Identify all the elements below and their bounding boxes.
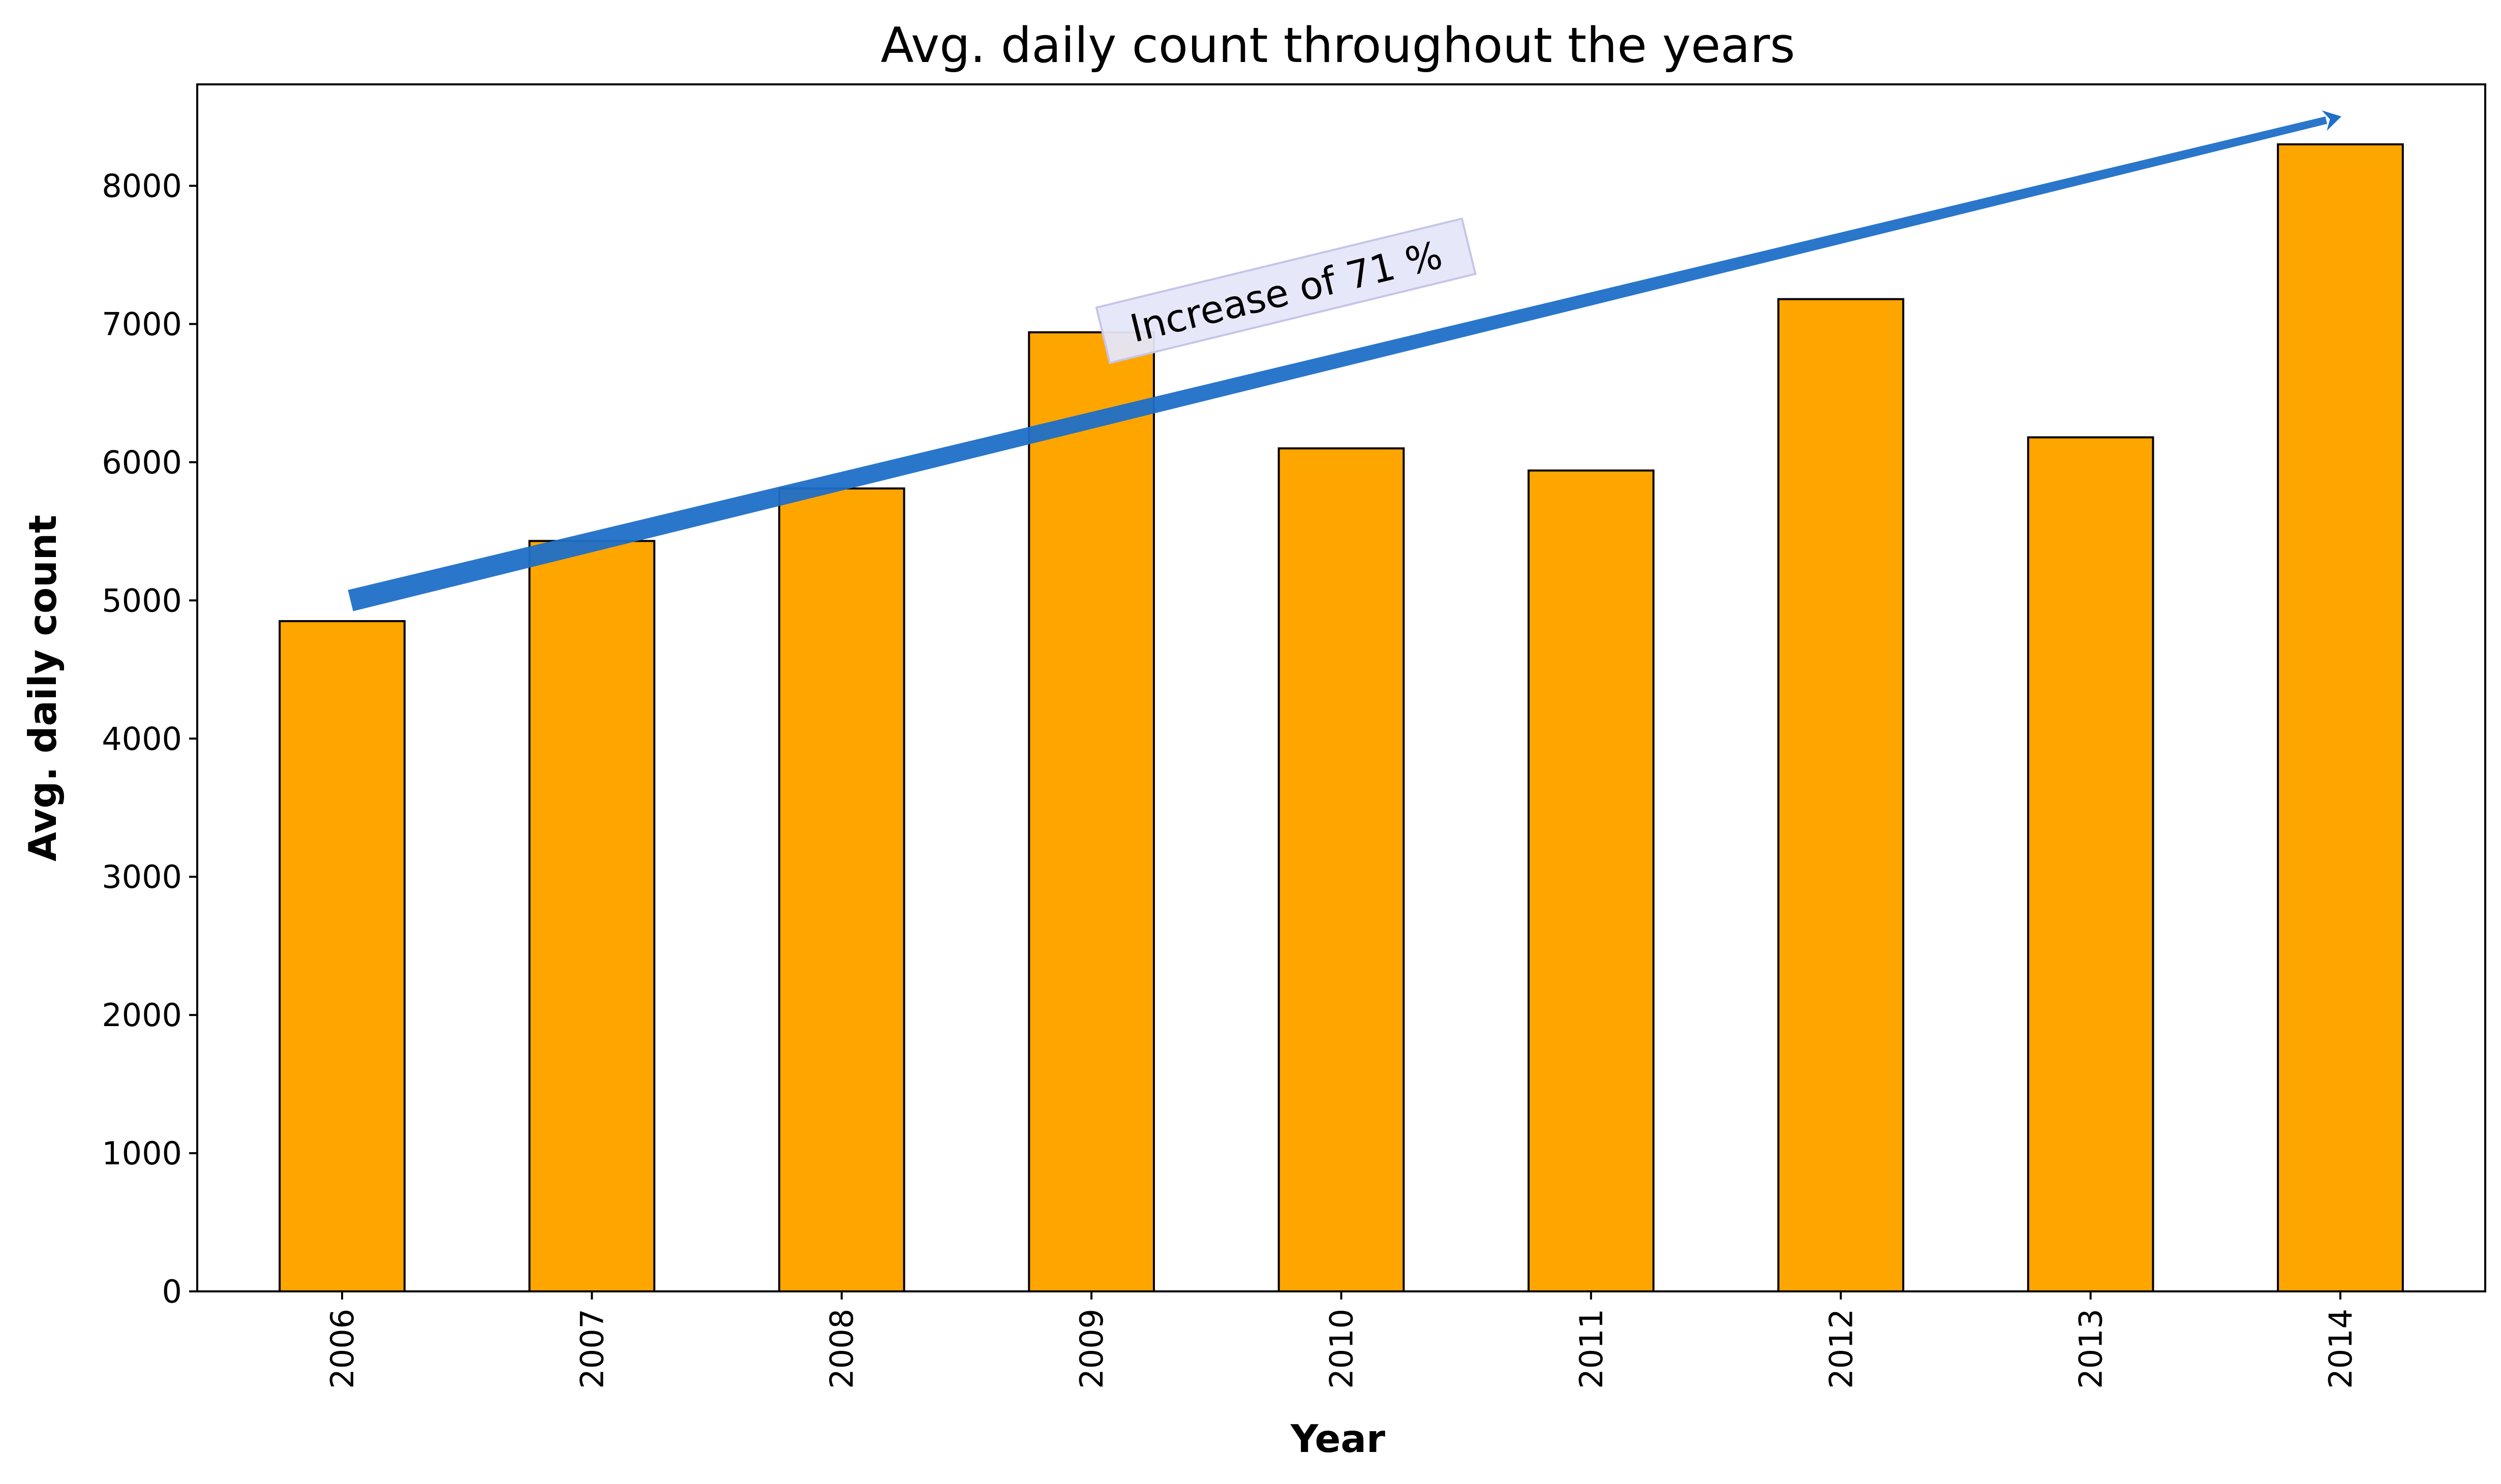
- x-tick-label: 2014: [2322, 1309, 2359, 1389]
- x-tick-label: 2010: [1323, 1309, 1360, 1389]
- x-axis-label: Year: [1290, 1416, 1385, 1461]
- x-tick-label: 2007: [573, 1309, 611, 1389]
- bar-2009: [1028, 331, 1155, 1293]
- y-tick-label: 1000: [102, 1135, 182, 1172]
- y-tick-label: 8000: [102, 168, 182, 205]
- y-tick-label: 7000: [102, 306, 182, 343]
- y-tick-label: 6000: [102, 444, 182, 481]
- bar-2008: [778, 487, 905, 1292]
- bars: [279, 143, 2404, 1293]
- x-axis-ticks: 2006 2007 2008 2009 2010 2011 2012 2013 2014: [324, 1291, 2359, 1389]
- bar-2006: [279, 620, 406, 1292]
- x-tick-label: 2012: [1822, 1309, 1859, 1389]
- y-tick-label: 5000: [102, 582, 182, 619]
- bar-2010: [1277, 447, 1405, 1292]
- increase-arrow-shaft: [348, 116, 2328, 611]
- chart-title: Avg. daily count throughout the years: [881, 18, 1795, 74]
- y-axis-label: Avg. daily count: [20, 515, 65, 861]
- bar-2014: [2277, 143, 2404, 1292]
- bar-2007: [528, 540, 656, 1292]
- bar-2012: [1777, 298, 1905, 1292]
- bar-2011: [1528, 469, 1655, 1292]
- x-tick-label: 2009: [1073, 1309, 1110, 1389]
- y-tick-label: 4000: [102, 720, 182, 757]
- y-tick-label: 2000: [102, 997, 182, 1034]
- bar-2013: [2027, 436, 2154, 1292]
- x-tick-label: 2006: [324, 1309, 361, 1389]
- y-tick-label: 0: [162, 1273, 182, 1310]
- x-tick-label: 2008: [824, 1309, 861, 1389]
- increase-arrow-head: [2322, 110, 2341, 131]
- x-tick-label: 2011: [1573, 1309, 1610, 1389]
- x-tick-label: 2013: [2072, 1309, 2110, 1389]
- increase-label-box: [1095, 217, 1477, 364]
- y-axis-ticks: 0 1000 2000 3000 4000 5000 6000 7000 8000: [102, 168, 197, 1310]
- y-tick-label: 3000: [102, 858, 182, 895]
